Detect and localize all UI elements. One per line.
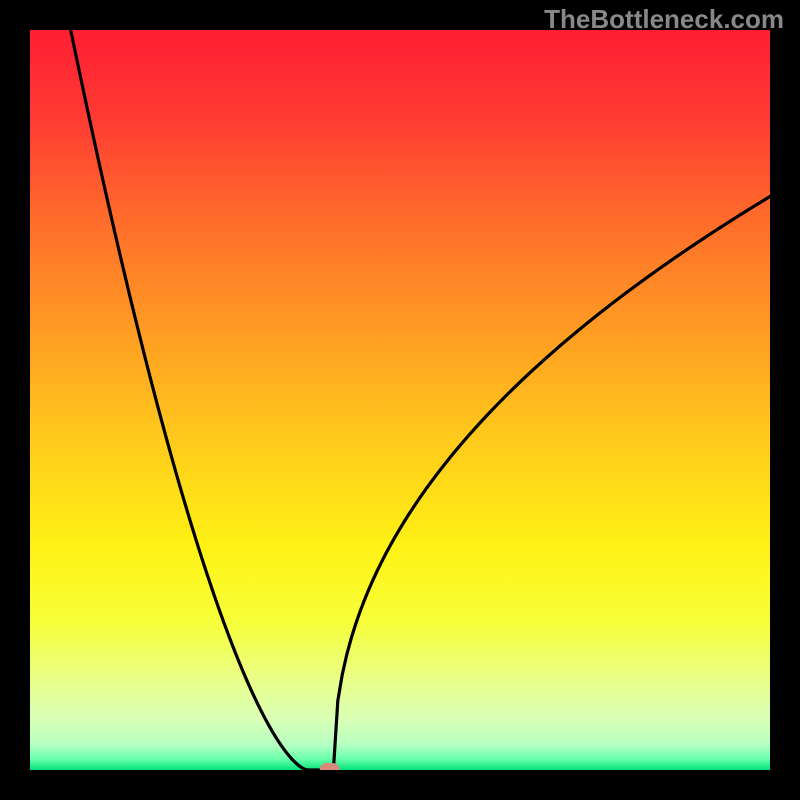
gradient-background: [30, 30, 770, 770]
watermark-text: TheBottleneck.com: [544, 4, 784, 35]
plot-area: [30, 30, 770, 770]
chart-svg: [30, 30, 770, 770]
